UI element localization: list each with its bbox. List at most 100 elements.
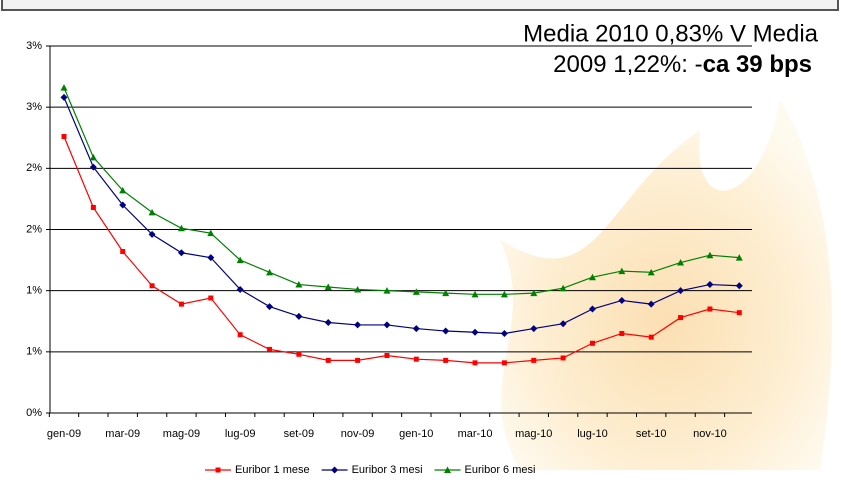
point bbox=[618, 267, 626, 275]
x-tick-label: lug-09 bbox=[225, 428, 256, 440]
legend-marker bbox=[215, 467, 221, 473]
point bbox=[208, 295, 214, 301]
point bbox=[500, 329, 508, 337]
series-line bbox=[63, 87, 740, 295]
point bbox=[61, 134, 67, 140]
y-tick-label: 3% bbox=[26, 40, 42, 52]
point bbox=[559, 320, 567, 328]
y-tick-label: 2% bbox=[26, 162, 42, 174]
point bbox=[412, 288, 420, 295]
point bbox=[471, 290, 479, 298]
point bbox=[648, 334, 654, 340]
point bbox=[89, 153, 97, 161]
point bbox=[383, 321, 391, 329]
x-tick-label: mag-10 bbox=[515, 428, 552, 440]
point bbox=[237, 332, 243, 338]
point bbox=[119, 186, 127, 194]
point bbox=[707, 306, 713, 312]
legend-label: Euribor 1 mese bbox=[235, 464, 310, 476]
x-tick-label: lug-10 bbox=[577, 428, 608, 440]
point bbox=[236, 256, 244, 264]
point bbox=[60, 93, 68, 101]
point bbox=[501, 360, 507, 366]
point bbox=[500, 290, 508, 298]
point bbox=[295, 281, 303, 288]
point bbox=[149, 283, 155, 289]
point bbox=[177, 224, 185, 232]
point bbox=[559, 284, 567, 292]
legend-marker bbox=[444, 466, 452, 473]
point bbox=[530, 289, 538, 297]
annotation-text: 2009 1,22%: -ca 39 bps bbox=[553, 51, 812, 78]
point bbox=[530, 325, 538, 333]
point bbox=[384, 353, 390, 359]
x-tick-label: nov-09 bbox=[341, 428, 375, 440]
point bbox=[706, 281, 714, 289]
point bbox=[735, 254, 743, 261]
point bbox=[354, 285, 362, 293]
point bbox=[588, 273, 596, 281]
point bbox=[177, 249, 185, 257]
x-tick-label: set-10 bbox=[636, 428, 667, 440]
point bbox=[207, 254, 215, 262]
point bbox=[383, 287, 391, 294]
watermark bbox=[500, 100, 832, 470]
point bbox=[678, 315, 684, 321]
annotation-text: Media 2010 0,83% V Media bbox=[523, 20, 819, 47]
point bbox=[267, 346, 273, 352]
point bbox=[355, 357, 361, 363]
annotation-bold: ca 39 bps bbox=[703, 51, 812, 78]
point bbox=[442, 289, 450, 297]
point bbox=[354, 321, 362, 329]
y-tick-label: 1% bbox=[26, 285, 42, 297]
x-tick-label: mar-10 bbox=[458, 428, 493, 440]
point bbox=[588, 305, 596, 313]
point bbox=[531, 357, 537, 363]
point bbox=[618, 296, 626, 304]
point bbox=[296, 351, 302, 357]
point bbox=[324, 318, 332, 326]
point bbox=[266, 268, 274, 276]
point bbox=[120, 249, 126, 255]
annotation-group: Media 2010 0,83% V Media 2009 1,22%: -ca … bbox=[523, 20, 819, 78]
point bbox=[324, 283, 332, 290]
point bbox=[706, 251, 714, 259]
point bbox=[560, 355, 566, 361]
x-tick-label: gen-10 bbox=[399, 428, 433, 440]
point bbox=[90, 204, 96, 210]
point bbox=[647, 268, 655, 276]
point bbox=[589, 340, 595, 346]
point bbox=[178, 301, 184, 307]
point bbox=[442, 327, 450, 335]
point bbox=[89, 163, 97, 171]
y-tick-label: 3% bbox=[26, 101, 42, 113]
point bbox=[413, 356, 419, 362]
point bbox=[677, 287, 685, 295]
y-tick-label: 1% bbox=[26, 346, 42, 358]
point bbox=[295, 312, 303, 320]
point bbox=[266, 303, 274, 311]
legend-marker bbox=[331, 466, 339, 474]
point bbox=[736, 310, 742, 316]
point bbox=[207, 229, 215, 237]
point bbox=[236, 285, 244, 293]
point bbox=[148, 230, 156, 238]
y-tick-label: 0% bbox=[26, 407, 42, 419]
point bbox=[325, 357, 331, 363]
legend-label: Euribor 6 mesi bbox=[465, 464, 536, 476]
series-line bbox=[63, 97, 740, 335]
x-tick-label: mag-09 bbox=[163, 428, 200, 440]
point bbox=[472, 360, 478, 366]
point bbox=[677, 259, 685, 266]
y-tick-label: 2% bbox=[26, 223, 42, 235]
point bbox=[735, 282, 743, 290]
point bbox=[443, 357, 449, 363]
header-box bbox=[1, 0, 839, 11]
point bbox=[619, 330, 625, 336]
legend-label: Euribor 3 mesi bbox=[352, 464, 423, 476]
x-tick-label: nov-10 bbox=[693, 428, 727, 440]
point bbox=[60, 84, 68, 91]
point bbox=[471, 328, 479, 336]
